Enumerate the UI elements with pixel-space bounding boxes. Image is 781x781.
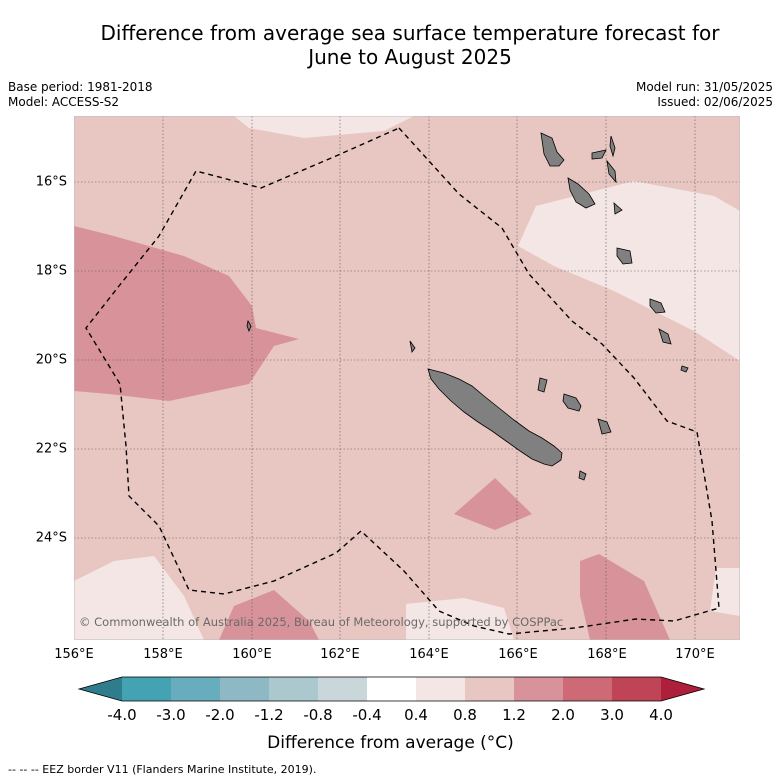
lat-label: 24°S — [35, 530, 67, 546]
graticule — [74, 116, 740, 640]
colorbar-bin — [465, 677, 514, 701]
colorbar-tick-label: 1.2 — [502, 706, 526, 724]
eez-border — [85, 127, 720, 635]
colorbar-title: Difference from average (°C) — [267, 733, 514, 753]
island — [246, 319, 252, 333]
map-frame — [74, 116, 740, 640]
lon-label: 170°E — [675, 647, 715, 662]
colorbar-outline — [77, 676, 706, 702]
issued-date: Issued: 02/06/2025 — [657, 95, 773, 109]
anomaly-light-east — [518, 181, 740, 361]
meta-right: Model run: 31/05/2025 Issued: 02/06/2025 — [636, 80, 773, 110]
colorbar-bin — [318, 677, 367, 701]
island — [609, 135, 616, 158]
colorbar-tick-label: -1.2 — [254, 706, 284, 724]
land — [246, 132, 689, 481]
anomaly-light-south — [406, 598, 514, 640]
colorbar-bin — [563, 677, 612, 701]
lat-label: 18°S — [35, 263, 67, 279]
colorbar-tick-label: -4.0 — [107, 706, 137, 724]
lon-label: 158°E — [143, 647, 183, 662]
colorbar-tick-label: -3.0 — [156, 706, 186, 724]
colorbar-bin — [171, 677, 220, 701]
island — [591, 149, 607, 160]
colorbar-extend-high — [661, 677, 704, 701]
colorbar-tick-label: -0.4 — [352, 706, 382, 724]
new-caledonia-island — [427, 368, 563, 467]
colorbar-tick-label: 2.0 — [551, 706, 575, 724]
island — [537, 377, 548, 393]
lat-label: 22°S — [35, 441, 67, 457]
meta-left: Base period: 1981-2018 Model: ACCESS-S2 — [8, 80, 153, 110]
anomaly-warm-central — [454, 478, 532, 530]
anomaly-light-southwest — [74, 556, 204, 640]
lat-label: 16°S — [35, 174, 67, 190]
island — [597, 418, 612, 435]
colorbar-bin — [416, 677, 465, 701]
colorbar-bin — [269, 677, 318, 701]
anomaly-warm-southeast — [580, 554, 670, 640]
island — [658, 328, 672, 345]
colorbar — [77, 676, 706, 702]
base-period: Base period: 1981-2018 — [8, 80, 153, 94]
lon-label: 156°E — [54, 647, 94, 662]
colorbar-tick-label: 3.0 — [600, 706, 624, 724]
colorbar-tick-label: -0.8 — [303, 706, 333, 724]
colorbar-bin — [514, 677, 563, 701]
map-title-line1: Difference from average sea surface temp… — [100, 21, 720, 45]
lon-label: 164°E — [409, 647, 449, 662]
island — [613, 202, 623, 215]
island — [409, 340, 416, 353]
island — [606, 159, 617, 184]
colorbar-tick-label: 0.8 — [453, 706, 477, 724]
model-run: Model run: 31/05/2025 — [635, 80, 773, 94]
island — [562, 393, 582, 412]
island — [649, 298, 666, 314]
lon-label: 168°E — [587, 647, 627, 662]
colorbar-tick-label: -2.0 — [205, 706, 235, 724]
lat-label: 20°S — [35, 352, 67, 368]
colorbar-bin — [367, 677, 416, 701]
island — [567, 177, 596, 209]
island — [680, 365, 689, 373]
colorbar-bin — [122, 677, 171, 701]
anomaly-light-southeast — [710, 568, 740, 616]
anomaly-warm-south — [219, 590, 319, 640]
eez-border-legend: -- -- -- EEZ border V11 (Flanders Marine… — [8, 763, 317, 776]
anomaly-map — [74, 116, 740, 640]
anomaly-warm-west — [74, 226, 299, 401]
colorbar-extend-low — [79, 677, 122, 701]
island — [616, 247, 633, 265]
island — [540, 132, 565, 167]
colorbar-bin — [612, 677, 661, 701]
colorbar-tick-label: 0.4 — [404, 706, 428, 724]
colorbar-bin — [220, 677, 269, 701]
model-name: Model: ACCESS-S2 — [8, 95, 120, 109]
copyright-notice: © Commonwealth of Australia 2025, Bureau… — [79, 615, 564, 629]
anomaly-light-top — [234, 116, 414, 138]
lon-label: 160°E — [232, 647, 272, 662]
lon-label: 162°E — [320, 647, 360, 662]
island — [578, 470, 587, 481]
map-title-line2: June to August 2025 — [308, 45, 512, 69]
lon-label: 166°E — [498, 647, 538, 662]
colorbar-tick-label: 4.0 — [649, 706, 673, 724]
